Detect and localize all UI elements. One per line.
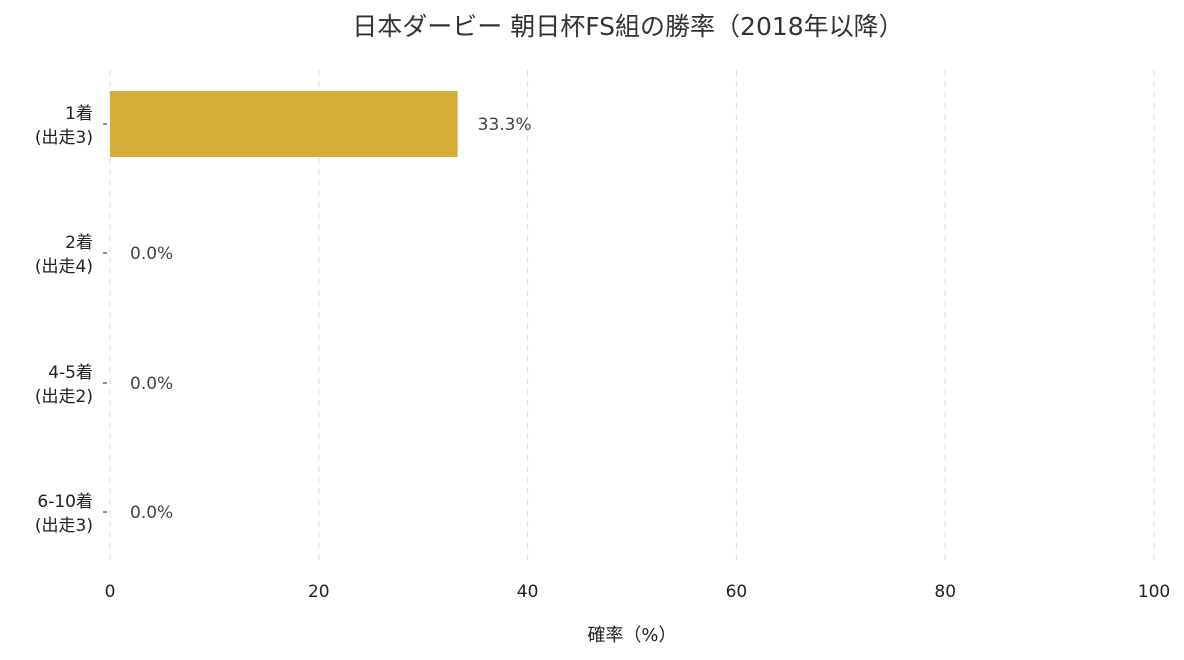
x-tick-label: 0 (105, 582, 116, 602)
y-tick-label: 4-5着 (48, 363, 93, 383)
y-tick-sublabel: (出走3) (35, 516, 93, 536)
x-tick-label: 20 (308, 582, 330, 602)
y-tick-label: 2着 (65, 233, 93, 253)
bar-value-label: 33.3% (478, 115, 532, 135)
x-tick-label: 60 (726, 582, 748, 602)
x-tick-label: 80 (934, 582, 956, 602)
x-axis-label: 確率（%） (587, 625, 676, 646)
y-axis: 1着 (出走3) 2着 (出走4) 4-5着 (出走2) 6-10着 (出走3) (35, 104, 107, 536)
y-tick-label: 1着 (65, 104, 93, 124)
bar-value-label: 0.0% (130, 244, 173, 264)
y-tick-sublabel: (出走2) (35, 387, 93, 407)
x-axis: 0 20 40 60 80 100 (105, 582, 1171, 602)
bar-value-label: 0.0% (130, 503, 173, 523)
bar (110, 91, 458, 157)
x-tick-label: 40 (517, 582, 539, 602)
y-tick-sublabel: (出走3) (35, 128, 93, 148)
bar-value-label: 0.0% (130, 374, 173, 394)
bars: 33.3% 0.0% 0.0% 0.0% (110, 91, 532, 523)
chart-title: 日本ダービー 朝日杯FS組の勝率（2018年以降） (352, 12, 903, 41)
y-tick-sublabel: (出走4) (35, 257, 93, 277)
x-tick-label: 100 (1138, 582, 1170, 602)
y-tick-label: 6-10着 (37, 492, 93, 512)
